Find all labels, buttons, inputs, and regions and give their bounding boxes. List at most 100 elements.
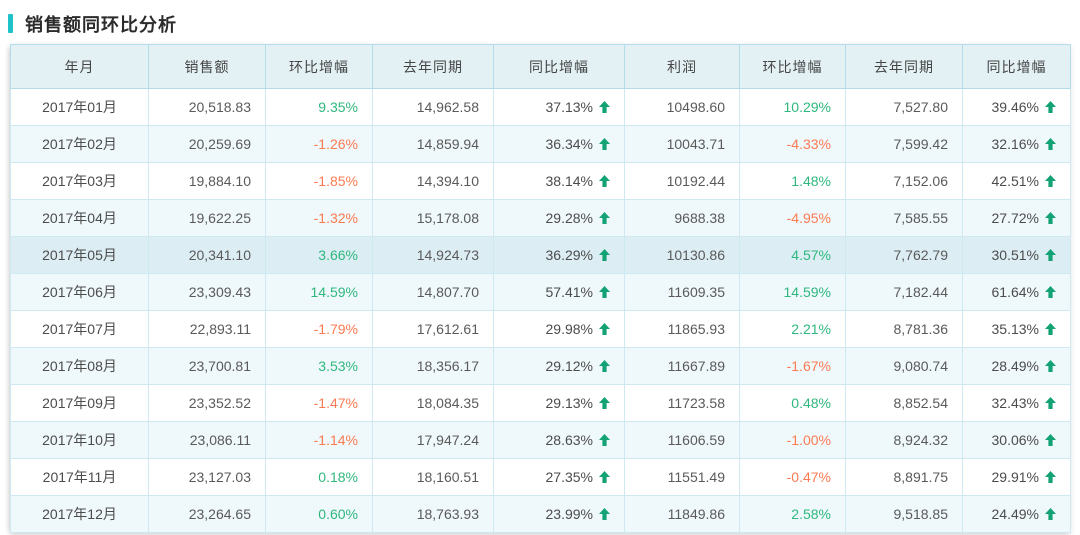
cell-profit: 11606.59 xyxy=(624,421,740,459)
cell-sales-yoy: 37.13% xyxy=(493,88,625,126)
yoy-value: 30.51% xyxy=(991,247,1039,263)
up-arrow-icon xyxy=(1045,138,1056,150)
cell-profit: 11551.49 xyxy=(624,458,740,496)
page-title: 销售额同环比分析 xyxy=(25,14,177,35)
table-row[interactable]: 2017年11月 23,127.03 0.18% 18,160.51 27.35% 115… xyxy=(10,458,1071,496)
cell-profit-yoy: 61.64% xyxy=(962,273,1071,311)
cell-profit: 11849.86 xyxy=(624,495,740,533)
up-arrow-icon xyxy=(599,323,610,335)
col-header-sales: 销售额 xyxy=(148,44,266,89)
up-arrow-icon xyxy=(1045,101,1056,113)
cell-sales-ly: 14,924.73 xyxy=(372,236,494,274)
yoy-value: 35.13% xyxy=(991,321,1039,337)
cell-profit: 11609.35 xyxy=(624,273,740,311)
cell-sales: 23,700.81 xyxy=(148,347,266,385)
table-row[interactable]: 2017年03月 19,884.10 -1.85% 14,394.10 38.14% 10… xyxy=(10,162,1071,200)
cell-sales: 23,309.43 xyxy=(148,273,266,311)
table-row[interactable]: 2017年09月 23,352.52 -1.47% 18,084.35 29.13% 11… xyxy=(10,384,1071,422)
table-row[interactable]: 2017年06月 23,309.43 14.59% 14,807.70 57.41% 11… xyxy=(10,273,1071,311)
table-row[interactable]: 2017年12月 23,264.65 0.60% 18,763.93 23.99% 118… xyxy=(10,495,1071,533)
cell-profit-mom: 14.59% xyxy=(739,273,846,311)
table-row[interactable]: 2017年01月 20,518.83 9.35% 14,962.58 37.13% 104… xyxy=(10,88,1071,126)
cell-profit-mom: 0.48% xyxy=(739,384,846,422)
up-arrow-icon xyxy=(1045,397,1056,409)
cell-sales-ly: 14,394.10 xyxy=(372,162,494,200)
cell-sales-mom: -1.26% xyxy=(265,125,373,163)
yoy-value: 38.14% xyxy=(545,173,593,189)
col-header-profit-ly: 去年同期 xyxy=(845,44,963,89)
cell-month: 2017年08月 xyxy=(10,347,149,385)
cell-profit-mom: 4.57% xyxy=(739,236,846,274)
cell-sales-ly: 17,612.61 xyxy=(372,310,494,348)
analysis-table-container: 年月 销售额 环比增幅 去年同期 同比增幅 利润 环比增幅 去年同期 同比增幅 … xyxy=(10,44,1071,533)
analysis-table: 年月 销售额 环比增幅 去年同期 同比增幅 利润 环比增幅 去年同期 同比增幅 … xyxy=(10,44,1071,533)
cell-sales-yoy: 36.34% xyxy=(493,125,625,163)
cell-profit-mom: 10.29% xyxy=(739,88,846,126)
cell-sales-ly: 17,947.24 xyxy=(372,421,494,459)
cell-sales-mom: 0.18% xyxy=(265,458,373,496)
yoy-value: 23.99% xyxy=(545,506,593,522)
cell-profit: 10130.86 xyxy=(624,236,740,274)
table-row[interactable]: 2017年02月 20,259.69 -1.26% 14,859.94 36.34% 10… xyxy=(10,125,1071,163)
up-arrow-icon xyxy=(1045,323,1056,335)
table-row[interactable]: 2017年10月 23,086.11 -1.14% 17,947.24 28.63% 11… xyxy=(10,421,1071,459)
title-accent-bar xyxy=(8,14,13,33)
cell-sales: 20,259.69 xyxy=(148,125,266,163)
cell-profit-yoy: 32.43% xyxy=(962,384,1071,422)
cell-sales-mom: -1.14% xyxy=(265,421,373,459)
cell-sales: 23,127.03 xyxy=(148,458,266,496)
cell-sales: 22,893.11 xyxy=(148,310,266,348)
cell-month: 2017年09月 xyxy=(10,384,149,422)
up-arrow-icon xyxy=(1045,471,1056,483)
up-arrow-icon xyxy=(1045,508,1056,520)
cell-sales: 20,518.83 xyxy=(148,88,266,126)
header-row: 年月 销售额 环比增幅 去年同期 同比增幅 利润 环比增幅 去年同期 同比增幅 xyxy=(10,44,1071,89)
yoy-value: 24.49% xyxy=(991,506,1039,522)
cell-profit-yoy: 32.16% xyxy=(962,125,1071,163)
cell-sales-mom: -1.32% xyxy=(265,199,373,237)
yoy-value: 29.28% xyxy=(545,210,593,226)
cell-month: 2017年11月 xyxy=(10,458,149,496)
up-arrow-icon xyxy=(599,434,610,446)
cell-profit: 11723.58 xyxy=(624,384,740,422)
yoy-value: 29.98% xyxy=(545,321,593,337)
table-header: 年月 销售额 环比增幅 去年同期 同比增幅 利润 环比增幅 去年同期 同比增幅 xyxy=(10,44,1071,89)
up-arrow-icon xyxy=(599,360,610,372)
cell-sales: 23,352.52 xyxy=(148,384,266,422)
yoy-value: 28.49% xyxy=(991,358,1039,374)
yoy-value: 27.72% xyxy=(991,210,1039,226)
up-arrow-icon xyxy=(1045,360,1056,372)
table-row[interactable]: 2017年08月 23,700.81 3.53% 18,356.17 29.12% 116… xyxy=(10,347,1071,385)
yoy-value: 29.13% xyxy=(545,395,593,411)
cell-profit: 10192.44 xyxy=(624,162,740,200)
col-header-profit-yoy: 同比增幅 xyxy=(962,44,1071,89)
col-header-sales-ly: 去年同期 xyxy=(372,44,494,89)
cell-sales: 19,622.25 xyxy=(148,199,266,237)
cell-sales-yoy: 29.13% xyxy=(493,384,625,422)
cell-sales-ly: 14,807.70 xyxy=(372,273,494,311)
cell-profit-yoy: 42.51% xyxy=(962,162,1071,200)
cell-profit-mom: 2.21% xyxy=(739,310,846,348)
yoy-value: 32.43% xyxy=(991,395,1039,411)
cell-sales-ly: 15,178.08 xyxy=(372,199,494,237)
section-header: 销售额同环比分析 xyxy=(0,0,1080,44)
up-arrow-icon xyxy=(599,397,610,409)
cell-profit-ly: 7,152.06 xyxy=(845,162,963,200)
yoy-value: 30.06% xyxy=(991,432,1039,448)
col-header-sales-mom: 环比增幅 xyxy=(265,44,373,89)
cell-profit-ly: 7,585.55 xyxy=(845,199,963,237)
yoy-value: 57.41% xyxy=(545,284,593,300)
yoy-value: 29.12% xyxy=(545,358,593,374)
table-row[interactable]: 2017年05月 20,341.10 3.66% 14,924.73 36.29% 101… xyxy=(10,236,1071,274)
cell-profit-mom: -4.95% xyxy=(739,199,846,237)
cell-profit-ly: 7,599.42 xyxy=(845,125,963,163)
up-arrow-icon xyxy=(599,101,610,113)
table-row[interactable]: 2017年04月 19,622.25 -1.32% 15,178.08 29.28% 96… xyxy=(10,199,1071,237)
cell-profit-ly: 8,924.32 xyxy=(845,421,963,459)
cell-profit-mom: 1.48% xyxy=(739,162,846,200)
cell-sales: 20,341.10 xyxy=(148,236,266,274)
cell-sales-yoy: 27.35% xyxy=(493,458,625,496)
up-arrow-icon xyxy=(599,508,610,520)
up-arrow-icon xyxy=(599,286,610,298)
table-row[interactable]: 2017年07月 22,893.11 -1.79% 17,612.61 29.98% 11… xyxy=(10,310,1071,348)
